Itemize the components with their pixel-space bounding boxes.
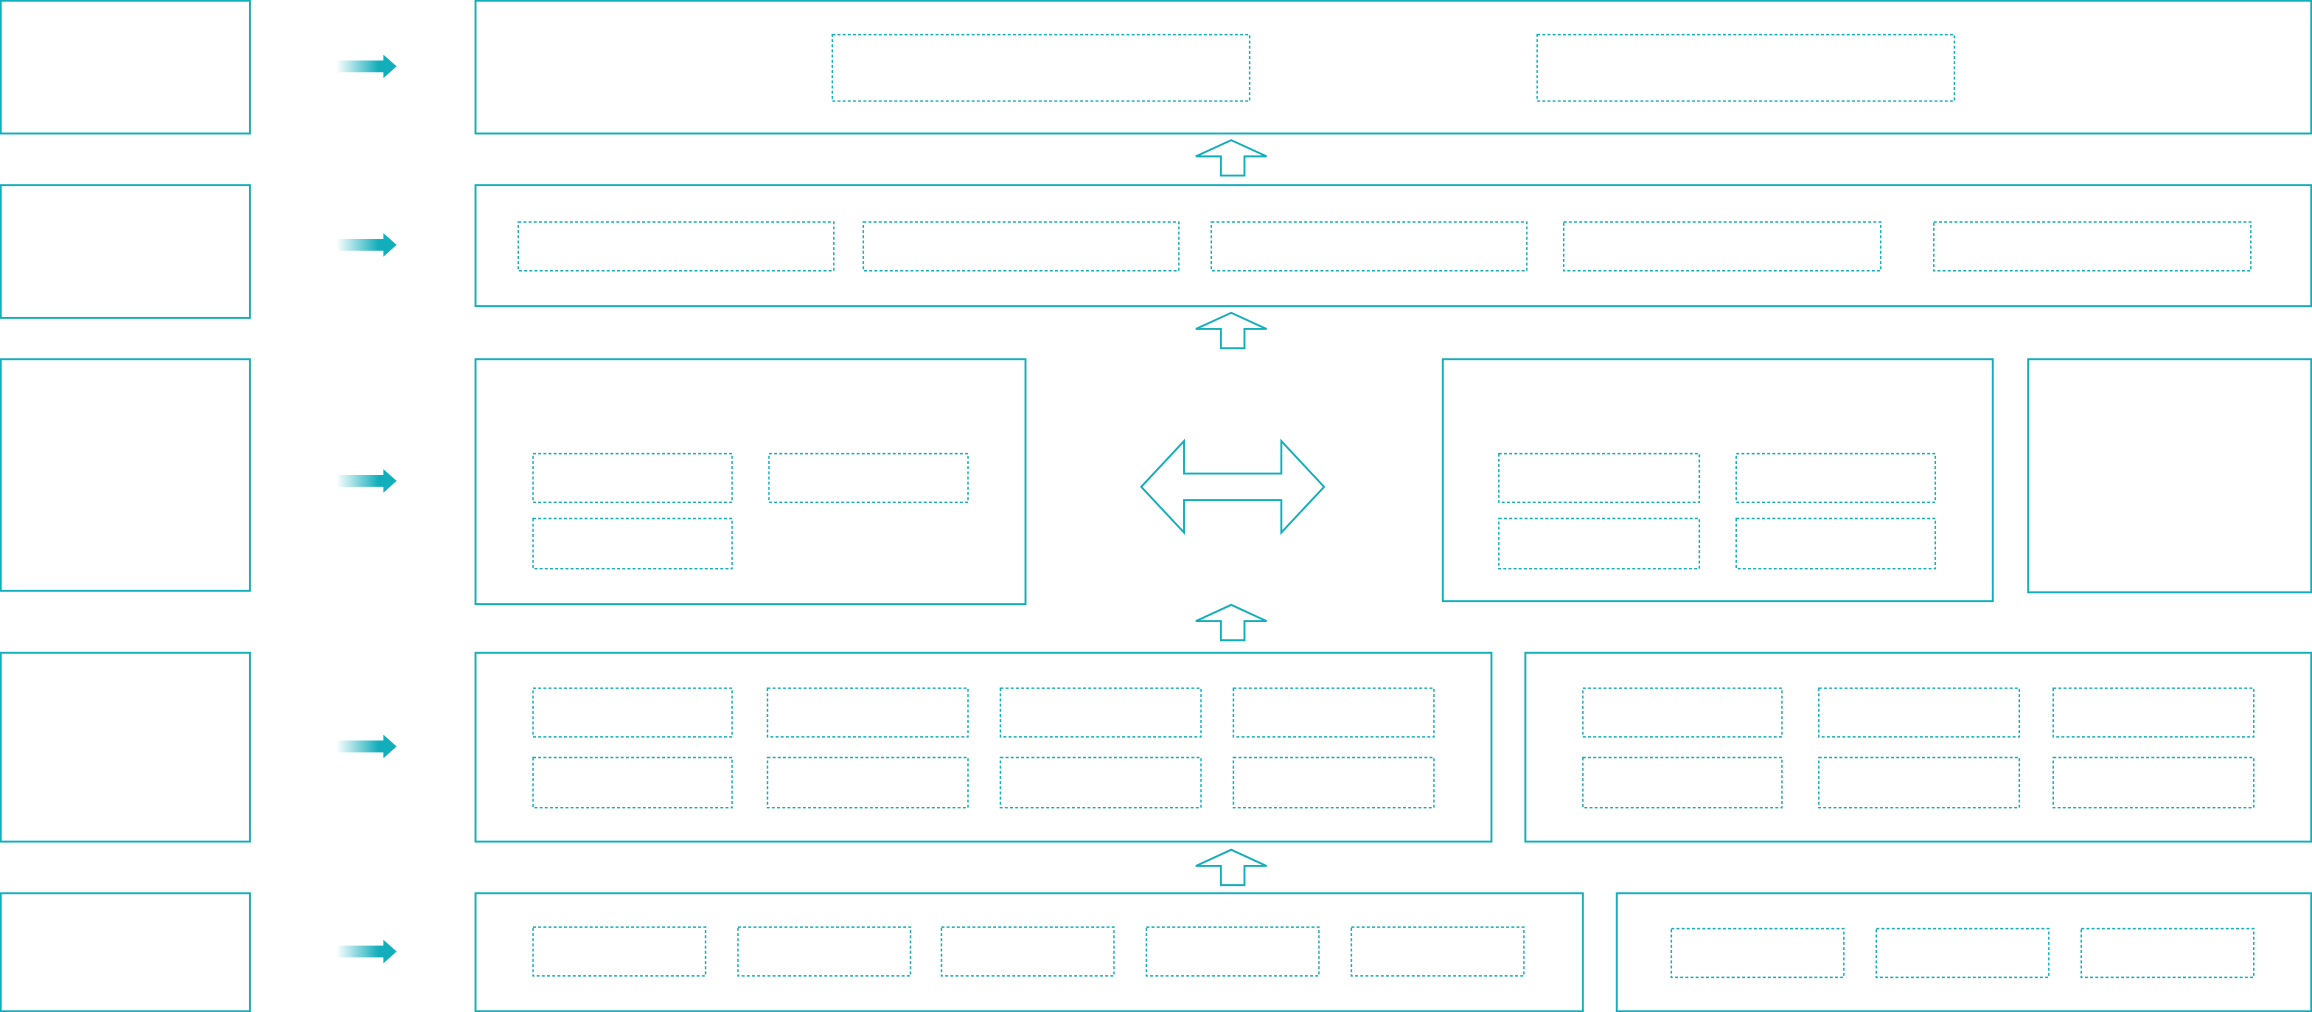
arrow-up-icon xyxy=(1195,848,1267,887)
layer-4-right-module xyxy=(2052,756,2255,809)
layer-4-right-module xyxy=(1582,687,1783,738)
layer-label-box-4 xyxy=(0,651,251,843)
layer-1-module xyxy=(831,33,1251,102)
layer-3-right-container xyxy=(1441,358,1994,603)
double-arrow-icon xyxy=(1139,438,1326,535)
layer-2-module xyxy=(1933,221,2252,272)
layer-3-left-module xyxy=(532,452,733,504)
layer-3-right-module xyxy=(1498,517,1701,570)
layer-3-right-module xyxy=(1735,452,1937,504)
layer-4-left-module xyxy=(766,756,969,809)
layer-5-right-container xyxy=(1615,892,2312,1012)
layer-label-box-5 xyxy=(0,892,251,1012)
layer-3-right-module xyxy=(1498,452,1701,504)
layer-4-left-module xyxy=(999,687,1202,738)
layer-3-left-container xyxy=(474,358,1027,606)
layer-3-right-module xyxy=(1735,517,1937,570)
layer-4-right-container xyxy=(1524,651,2312,843)
layer-4-left-module xyxy=(1232,756,1435,809)
layer-4-right-module xyxy=(2052,687,2255,738)
layer-2-module xyxy=(1562,221,1882,272)
arrow-up-icon xyxy=(1195,139,1267,177)
arrow-right-icon xyxy=(336,939,397,964)
layer-5-left-module xyxy=(532,926,707,977)
layer-5-left-module xyxy=(737,926,912,977)
layer-label-box-3 xyxy=(0,358,251,592)
layer-4-right-module xyxy=(1818,756,2021,809)
layer-5-right-module xyxy=(1670,927,1845,979)
layer-4-left-container xyxy=(474,651,1493,843)
layer-4-left-module xyxy=(532,687,733,738)
layer-1-container xyxy=(474,0,2312,135)
layer-3-left-module xyxy=(768,452,969,504)
arrow-right-icon xyxy=(336,734,397,759)
layer-4-left-module xyxy=(1232,687,1435,738)
layer-4-right-module xyxy=(1582,756,1783,809)
arrow-up-icon xyxy=(1195,311,1267,350)
layer-label-box-1 xyxy=(0,0,251,135)
layer-4-right-module xyxy=(1818,687,2021,738)
layer-5-left-module xyxy=(1350,926,1525,977)
layer-2-container xyxy=(474,184,2312,308)
layer-1-module xyxy=(1536,33,1956,102)
layer-5-left-module xyxy=(1145,926,1320,977)
arrow-right-icon xyxy=(336,54,397,79)
layer-5-right-module xyxy=(1875,927,2050,979)
layer-label-box-2 xyxy=(0,184,251,319)
arrow-right-icon xyxy=(336,233,397,257)
layer-2-module xyxy=(1210,221,1528,272)
layer-3-side-container xyxy=(2027,358,2312,594)
arrow-right-icon xyxy=(336,469,397,493)
layer-4-left-module xyxy=(766,687,969,738)
layer-3-left-module xyxy=(532,517,733,570)
layer-4-left-module xyxy=(999,756,1202,809)
arrow-up-icon xyxy=(1195,603,1267,642)
layer-2-module xyxy=(517,221,835,272)
layer-5-left-module xyxy=(940,926,1115,977)
layer-2-module xyxy=(862,221,1180,272)
layer-5-left-container xyxy=(474,892,1584,1012)
layer-4-left-module xyxy=(532,756,733,809)
layer-5-right-module xyxy=(2080,927,2255,979)
